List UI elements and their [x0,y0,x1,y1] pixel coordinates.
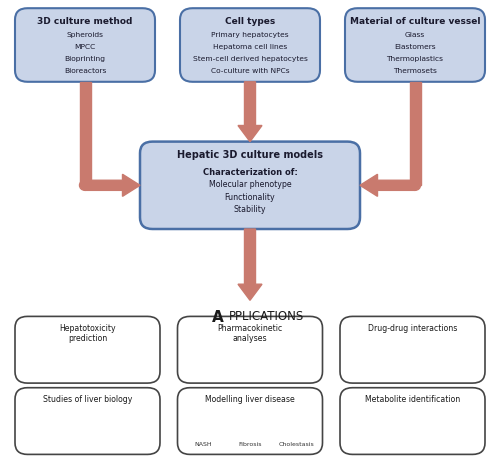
Text: Stem-cell derived hepatocytes: Stem-cell derived hepatocytes [192,56,308,62]
Polygon shape [238,83,262,142]
Text: MPCC: MPCC [74,44,96,50]
Text: analyses: analyses [232,333,268,342]
Text: Hepatoma cell lines: Hepatoma cell lines [213,44,287,50]
FancyBboxPatch shape [178,388,322,454]
Text: Characterization of:: Characterization of: [202,168,298,177]
Text: Hepatotoxicity: Hepatotoxicity [59,323,116,332]
Text: Functionality: Functionality [224,192,276,202]
Text: Co-culture with NPCs: Co-culture with NPCs [210,68,290,74]
Text: A: A [212,310,224,325]
Text: Thermoplastics: Thermoplastics [386,56,444,62]
Text: Bioreactors: Bioreactors [64,68,106,74]
Circle shape [410,181,420,191]
FancyBboxPatch shape [340,388,485,454]
Polygon shape [80,83,90,186]
FancyBboxPatch shape [15,388,160,454]
FancyBboxPatch shape [15,317,160,383]
Text: prediction: prediction [68,333,107,342]
Text: 3D culture method: 3D culture method [38,17,132,27]
Text: Thermosets: Thermosets [393,68,437,74]
Text: Elastomers: Elastomers [394,44,436,50]
Text: Cholestasis: Cholestasis [278,441,314,446]
FancyBboxPatch shape [340,317,485,383]
Polygon shape [410,83,420,186]
Polygon shape [85,175,140,197]
Text: Metabolite identification: Metabolite identification [365,394,460,403]
Text: Spheroids: Spheroids [66,32,104,38]
Text: NASH: NASH [195,441,212,446]
Text: PPLICATIONS: PPLICATIONS [229,310,304,323]
FancyBboxPatch shape [15,9,155,83]
Text: Stability: Stability [234,205,266,214]
Text: Glass: Glass [405,32,425,38]
Polygon shape [360,175,415,197]
Polygon shape [238,230,262,301]
Text: Primary hepatocytes: Primary hepatocytes [211,32,289,38]
FancyBboxPatch shape [180,9,320,83]
FancyBboxPatch shape [345,9,485,83]
Text: Studies of liver biology: Studies of liver biology [43,394,132,403]
Circle shape [80,181,90,191]
Text: Material of culture vessel: Material of culture vessel [350,17,480,27]
Text: Fibrosis: Fibrosis [238,441,262,446]
Text: Molecular phenotype: Molecular phenotype [208,180,292,189]
Text: Drug-drug interactions: Drug-drug interactions [368,323,457,332]
Text: Hepatic 3D culture models: Hepatic 3D culture models [177,150,323,160]
Text: Bioprinting: Bioprinting [64,56,106,62]
Text: Cell types: Cell types [225,17,275,27]
Text: Pharmacokinetic: Pharmacokinetic [218,323,282,332]
Text: Modelling liver disease: Modelling liver disease [205,394,295,403]
FancyBboxPatch shape [178,317,322,383]
FancyBboxPatch shape [140,142,360,230]
